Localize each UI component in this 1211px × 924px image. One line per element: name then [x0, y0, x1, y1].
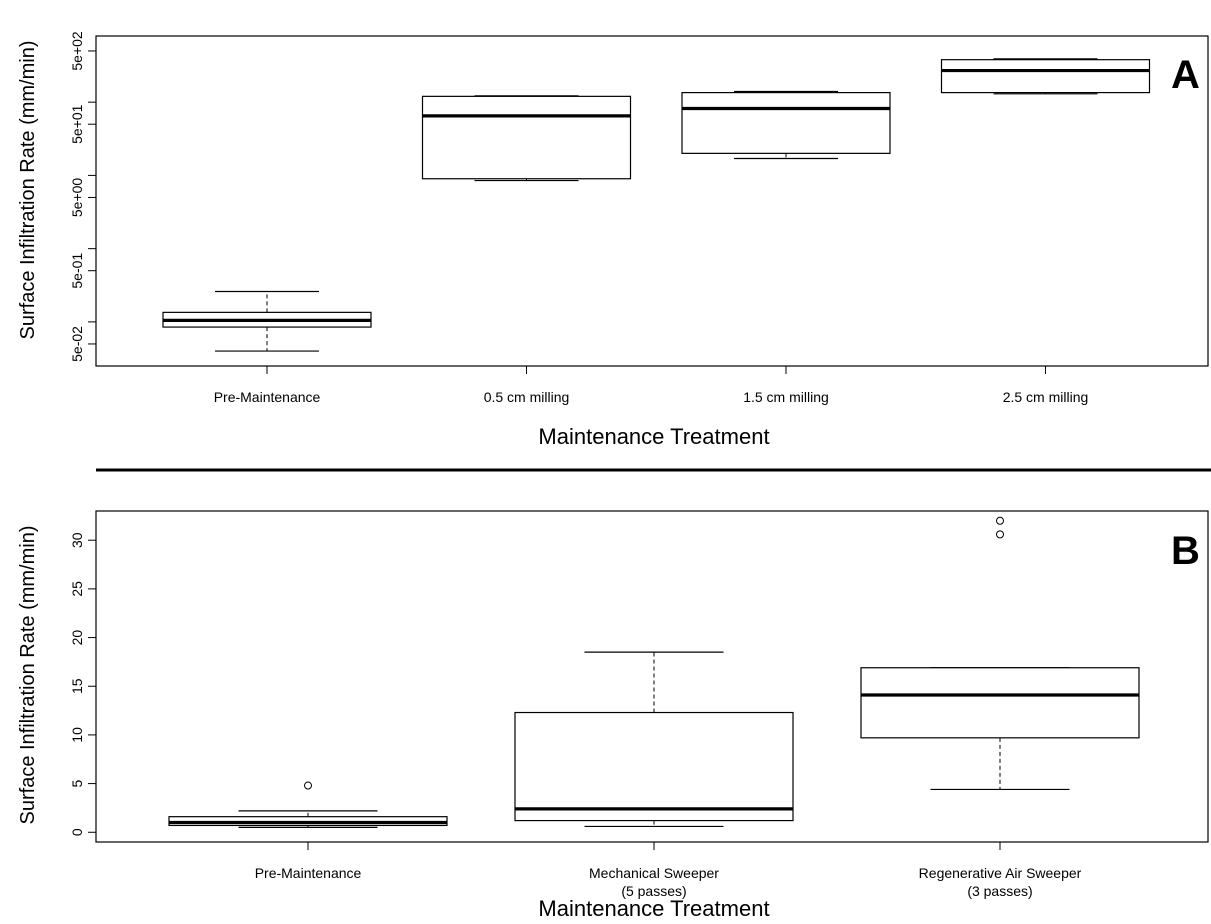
- panel-a-plot-frame: [95, 35, 1209, 367]
- x-tick-label: Mechanical Sweeper: [589, 865, 719, 881]
- box-iqr: [860, 667, 1140, 739]
- x-tick-label: 2.5 cm milling: [1003, 389, 1089, 405]
- y-tick-label: 10: [69, 727, 85, 743]
- y-tick-label: 5e-02: [69, 326, 85, 362]
- panel-a-x-axis-title: Maintenance Treatment: [538, 424, 769, 449]
- box-iqr: [514, 711, 794, 822]
- x-tick-label: Regenerative Air Sweeper: [919, 865, 1082, 881]
- y-tick-label: 25: [69, 581, 85, 597]
- y-tick-label: 5e+00: [69, 178, 85, 218]
- x-tick-label: Pre-Maintenance: [255, 865, 362, 881]
- panel-b-letter: B: [1171, 529, 1200, 573]
- y-tick-label: 5: [69, 779, 85, 787]
- x-tick-label: 1.5 cm milling: [743, 389, 829, 405]
- panel-b-boxplot: 0 5 10 15 20 25 30 Pre-Maintenance Mechanical Sw…: [69, 516, 1140, 899]
- panel-a-letter: A: [1171, 53, 1200, 97]
- panel-b-plot-frame: [95, 510, 1209, 843]
- box-iqr: [940, 59, 1151, 94]
- y-tick-label: 20: [69, 630, 85, 646]
- x-tick-label: (3 passes): [967, 883, 1032, 899]
- y-tick-label: 5e-01: [69, 253, 85, 289]
- box-iqr: [681, 92, 891, 154]
- y-tick-label: 15: [69, 678, 85, 694]
- y-tick-label: 0: [69, 828, 85, 836]
- panel-b-y-axis-title: Surface Infiltration Rate (mm/min): [17, 526, 39, 825]
- x-tick-label: 0.5 cm milling: [484, 389, 570, 405]
- outlier-point: [304, 781, 312, 790]
- x-tick-label: Pre-Maintenance: [214, 389, 321, 405]
- panel-a-boxplot: 5e-02 5e-01 5e+00 5e+01 5e+02 Pre-Maintenance…: [69, 31, 1151, 405]
- panel-a-y-axis-title: Surface Infiltration Rate (mm/min): [17, 41, 39, 340]
- outlier-point: [996, 516, 1004, 525]
- y-tick-label: 5e+02: [69, 31, 85, 71]
- outlier-point: [996, 530, 1004, 539]
- x-tick-label: (5 passes): [621, 883, 686, 899]
- box-iqr: [421, 95, 632, 180]
- y-tick-label: 5e+01: [69, 104, 85, 144]
- panel-b-x-axis-title: Maintenance Treatment: [538, 896, 769, 921]
- y-tick-label: 30: [69, 532, 85, 548]
